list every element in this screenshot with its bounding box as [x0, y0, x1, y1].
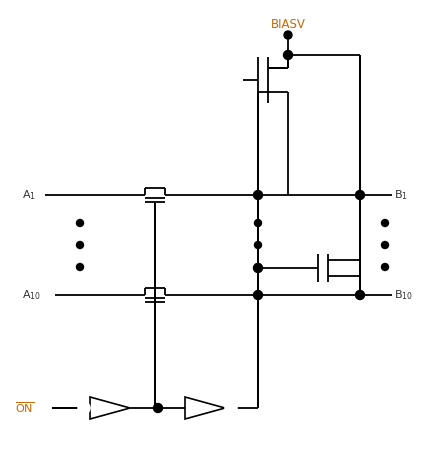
Circle shape [381, 263, 388, 270]
Text: $\overline{\rm ON}$: $\overline{\rm ON}$ [15, 401, 34, 415]
Text: A$_1$: A$_1$ [22, 188, 36, 202]
Circle shape [76, 263, 83, 270]
Text: B$_{10}$: B$_{10}$ [394, 288, 413, 302]
Circle shape [381, 241, 388, 248]
Circle shape [78, 402, 90, 414]
Circle shape [254, 190, 263, 200]
Text: A$_{10}$: A$_{10}$ [22, 288, 41, 302]
Circle shape [254, 291, 263, 300]
Text: BIASV: BIASV [270, 18, 305, 31]
Circle shape [254, 219, 261, 226]
Circle shape [284, 31, 292, 39]
Circle shape [76, 241, 83, 248]
Circle shape [254, 263, 263, 273]
Circle shape [153, 403, 162, 413]
Circle shape [381, 219, 388, 226]
Circle shape [356, 190, 365, 200]
Circle shape [356, 291, 365, 300]
Circle shape [254, 263, 261, 270]
Circle shape [76, 219, 83, 226]
Circle shape [254, 241, 261, 248]
Circle shape [283, 50, 292, 60]
Circle shape [225, 402, 237, 414]
Text: B$_1$: B$_1$ [394, 188, 408, 202]
